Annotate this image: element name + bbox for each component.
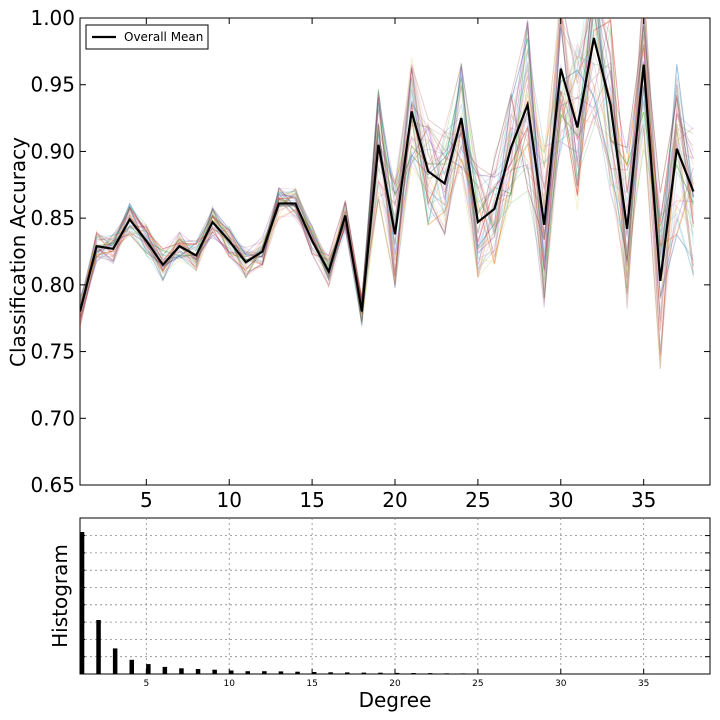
- histogram-bar: [262, 671, 267, 674]
- per-run-line: [80, 18, 694, 314]
- histogram-bar: [245, 671, 250, 674]
- accuracy-plot-ticks: 5 10 15 20 25 30 35 0.65 0.70 0.75 0.80 0.85 0.90 0.9…: [30, 6, 710, 512]
- histogram-bar: [112, 648, 118, 674]
- overall-mean-line: [80, 37, 695, 312]
- histogram-ticks: 5 10 15 20 25 30 35: [143, 669, 649, 689]
- x-tick-label: 15: [306, 679, 317, 689]
- histogram-bar: [411, 673, 416, 674]
- per-run-line: [80, 18, 694, 325]
- histogram-bar: [229, 670, 234, 675]
- x-tick-label: 30: [548, 488, 573, 512]
- overall-mean-layer: [80, 37, 695, 312]
- x-axis-label: Degree: [359, 688, 432, 712]
- histogram-bar: [345, 672, 350, 674]
- x-tick-label: 30: [555, 679, 567, 689]
- histogram-plot: 5 10 15 20 25 30 35 Histogram Degree: [48, 517, 711, 712]
- histogram-bar: [378, 672, 383, 674]
- y-tick-label: 0.90: [30, 139, 75, 163]
- per-run-lines: [80, 18, 694, 370]
- per-run-line: [80, 18, 694, 322]
- per-run-line: [80, 48, 694, 351]
- per-run-line: [80, 18, 694, 313]
- per-run-line: [80, 18, 694, 328]
- per-run-line: [80, 18, 694, 323]
- per-run-line: [80, 18, 694, 358]
- histogram-bar: [79, 532, 85, 674]
- histogram-y-axis-label: Histogram: [48, 544, 72, 648]
- histogram-grid: [80, 518, 710, 674]
- y-tick-label: 0.85: [30, 206, 75, 230]
- y-tick-label: 0.65: [30, 473, 75, 497]
- histogram-bar: [212, 669, 217, 674]
- accuracy-plot: 5 10 15 20 25 30 35 0.65 0.70 0.75 0.80 0.85 0.90 0.9…: [6, 6, 711, 512]
- per-run-line: [80, 18, 694, 314]
- y-tick-label: 0.70: [30, 406, 75, 430]
- x-tick-label: 20: [389, 679, 401, 689]
- histogram-bar: [427, 673, 433, 675]
- per-run-line: [80, 18, 694, 370]
- per-run-line: [80, 18, 694, 325]
- legend-label-overall-mean: Overall Mean: [124, 30, 203, 44]
- histogram-bar: [278, 671, 284, 674]
- x-tick-label: 10: [223, 679, 235, 689]
- per-run-line: [80, 18, 694, 313]
- histogram-plot-frame: [79, 517, 711, 675]
- per-run-line: [80, 18, 694, 322]
- accuracy-plot-frame: [79, 17, 711, 486]
- x-tick-label: 10: [216, 488, 241, 512]
- histogram-bar: [328, 672, 333, 674]
- per-run-line: [80, 18, 694, 315]
- x-tick-label: 35: [638, 679, 649, 689]
- per-run-line: [80, 64, 694, 307]
- x-tick-label: 15: [299, 488, 324, 512]
- y-tick-label: 0.75: [30, 340, 75, 364]
- per-run-line: [80, 18, 694, 311]
- histogram-bar: [394, 672, 400, 674]
- per-run-line: [80, 18, 694, 313]
- x-tick-label: 5: [143, 679, 149, 689]
- y-axis-label: Classification Accuracy: [6, 137, 30, 367]
- histogram-bar: [361, 672, 367, 674]
- legend: Overall Mean: [85, 24, 209, 50]
- histogram-bar: [195, 669, 201, 674]
- per-run-line: [80, 18, 694, 325]
- histogram-bar: [295, 671, 300, 674]
- histogram-bar: [162, 666, 168, 674]
- per-run-line: [80, 18, 694, 368]
- y-tick-label: 1.00: [30, 6, 75, 30]
- histogram-bar: [444, 673, 449, 675]
- histogram-bar: [179, 668, 184, 674]
- per-run-line: [80, 27, 694, 311]
- x-tick-label: 25: [472, 679, 483, 689]
- per-run-line: [80, 48, 694, 305]
- per-run-line: [80, 18, 694, 322]
- x-tick-label: 25: [465, 488, 490, 512]
- x-tick-label: 20: [382, 488, 407, 512]
- per-run-line: [80, 18, 694, 321]
- histogram-bar: [96, 620, 101, 674]
- x-tick-label: 35: [631, 488, 656, 512]
- histogram-bar: [461, 673, 466, 675]
- per-run-line: [80, 18, 694, 332]
- x-tick-label: 5: [140, 488, 153, 512]
- per-run-line: [80, 55, 694, 302]
- per-run-line: [80, 18, 694, 356]
- per-run-line: [80, 26, 694, 324]
- histogram-bar: [146, 664, 151, 674]
- y-tick-label: 0.95: [30, 73, 75, 97]
- histogram-bar: [129, 659, 134, 674]
- y-tick-label: 0.80: [30, 273, 75, 297]
- per-run-line: [80, 38, 694, 307]
- histogram-bars: [79, 532, 466, 675]
- histogram-bar: [311, 672, 317, 674]
